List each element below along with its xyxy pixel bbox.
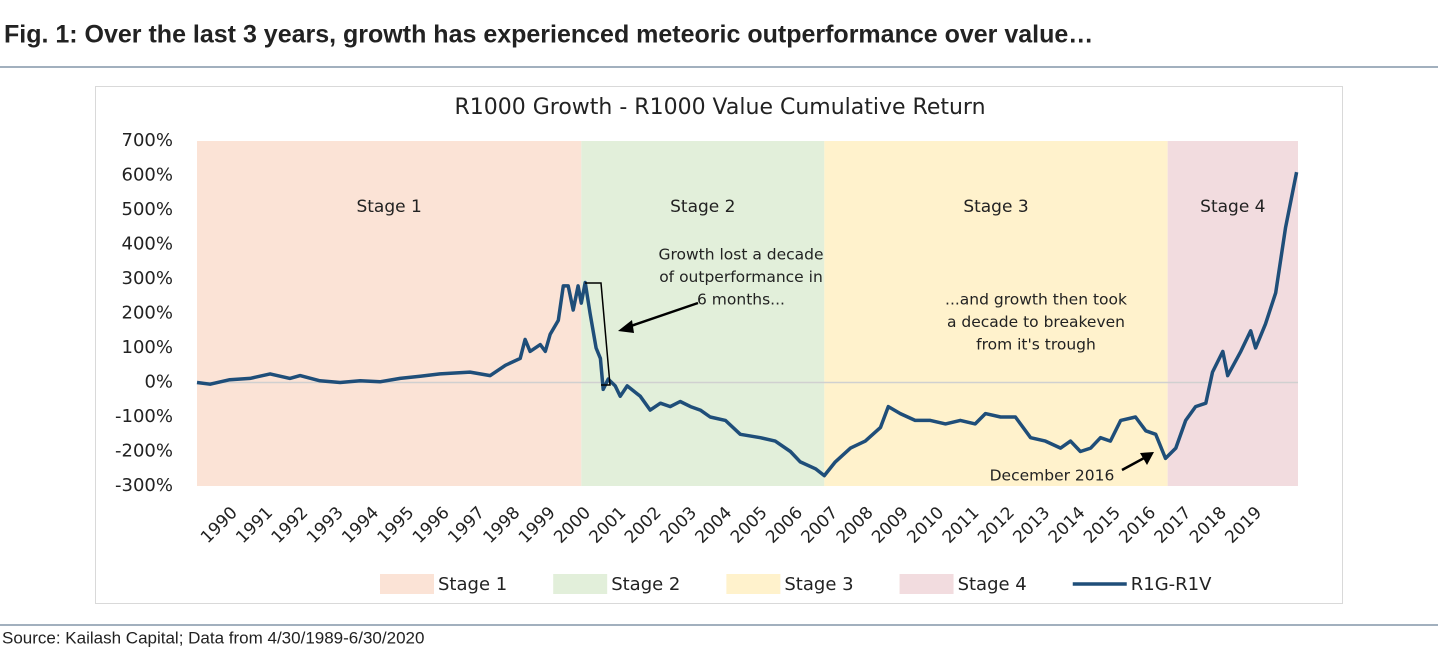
y-tick-label: 600% <box>122 165 173 186</box>
stage-label: Stage 3 <box>963 197 1028 217</box>
annotation: December 2016 <box>990 467 1115 485</box>
stage-band <box>581 141 825 486</box>
y-tick-label: 0% <box>144 372 173 393</box>
annotation: Growth lost a decade <box>658 246 823 264</box>
chart-title: R1000 Growth - R1000 Value Cumulative Re… <box>454 95 985 120</box>
arrowhead <box>618 320 634 333</box>
legend-label: Stage 2 <box>611 574 680 595</box>
y-tick-label: -100% <box>115 406 173 427</box>
annotation: a decade to breakeven <box>947 313 1125 331</box>
y-tick-label: 300% <box>122 268 173 289</box>
arrow <box>627 301 699 329</box>
source: Source: Kailash Capital; Data from 4/30/… <box>2 628 424 647</box>
annotation: 6 months... <box>697 291 785 309</box>
y-tick-label: 500% <box>122 199 173 220</box>
arrow <box>1121 455 1147 472</box>
y-tick-label: -200% <box>115 441 173 462</box>
y-tick-label: -300% <box>115 475 173 496</box>
legend-swatch <box>553 574 608 594</box>
arrowhead <box>1140 452 1154 465</box>
series-line <box>196 171 1299 478</box>
legend-swatch <box>899 574 954 594</box>
stage-label: Stage 2 <box>670 197 735 217</box>
legend-label: Stage 3 <box>784 574 853 595</box>
annotation: from it's trough <box>976 336 1096 354</box>
annotation: of outperformance in <box>659 268 823 286</box>
legend-label: Stage 1 <box>438 574 507 595</box>
y-tick-label: 400% <box>122 234 173 255</box>
y-tick-label: 200% <box>122 303 173 324</box>
figure-title: Fig. 1: Over the last 3 years, growth ha… <box>4 21 1093 49</box>
stage-label: Stage 1 <box>356 197 421 217</box>
stage-band <box>1167 141 1298 486</box>
legend-label: R1G-R1V <box>1131 574 1212 595</box>
legend-label: Stage 4 <box>958 574 1027 595</box>
stage-label: Stage 4 <box>1200 197 1265 217</box>
plot: Stage 1 Stage 2 Stage 3 Stage 4 -300% -200% -1… <box>115 130 1299 595</box>
legend-swatch <box>726 574 781 594</box>
stage-band <box>197 141 582 486</box>
annotation: ...and growth then took <box>945 291 1127 309</box>
legend-swatch <box>380 574 434 594</box>
y-tick-label: 100% <box>122 337 173 358</box>
y-tick-label: 700% <box>122 130 173 151</box>
bracket <box>585 282 611 386</box>
